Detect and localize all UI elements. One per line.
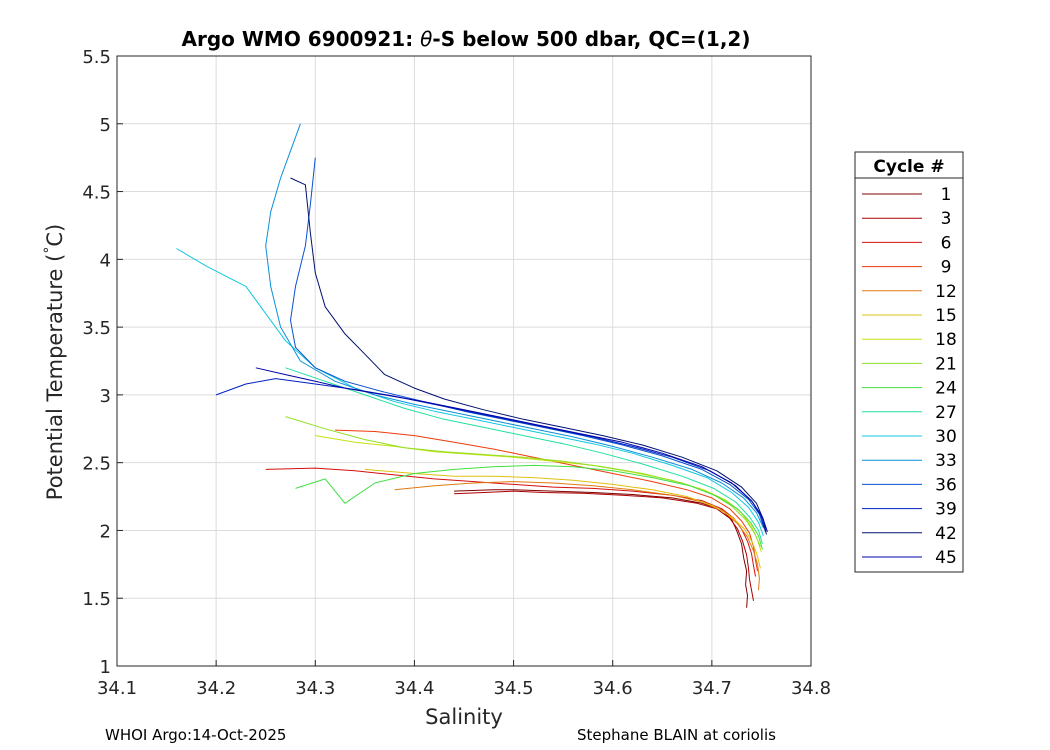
- legend-label-42: 42: [935, 524, 957, 544]
- series-line-cycle-9: [335, 429, 758, 572]
- series-line-cycle-12: [394, 481, 760, 591]
- legend-label-45: 45: [935, 548, 957, 568]
- legend-label-39: 39: [935, 500, 957, 520]
- y-tick-label: 1: [100, 657, 111, 678]
- series-line-cycle-42: [290, 177, 767, 535]
- legend-label-1: 1: [941, 185, 952, 205]
- footer-right-text: Stephane BLAIN at coriolis: [577, 726, 776, 744]
- y-tick-label: 4: [100, 250, 111, 271]
- footer-left-text: WHOI Argo:14-Oct-2025: [105, 726, 287, 744]
- x-tick-label: 34.8: [791, 678, 831, 699]
- chart-title: Argo WMO 6900921: θ-S below 500 dbar, QC…: [182, 27, 751, 51]
- legend-label-21: 21: [935, 354, 957, 374]
- y-axis-label: Potential Temperature (°C): [42, 224, 67, 500]
- legend-title: Cycle #: [873, 157, 944, 177]
- series-line-cycle-45: [255, 367, 768, 532]
- legend-label-15: 15: [935, 306, 957, 326]
- legend-label-12: 12: [935, 282, 957, 302]
- series-line-cycle-24: [295, 464, 763, 550]
- y-tick-label: 4.5: [82, 183, 111, 204]
- legend-label-33: 33: [935, 451, 957, 471]
- axis-ticks: 34.1 34.2 34.3 34.4 34.5 34.6 34.7 34.811.522.5…: [82, 47, 831, 699]
- legend-label-18: 18: [935, 330, 957, 350]
- x-tick-label: 34.5: [494, 678, 534, 699]
- x-tick-label: 34.3: [295, 678, 335, 699]
- x-tick-label: 34.6: [593, 678, 633, 699]
- y-tick-label: 5.5: [82, 47, 111, 68]
- legend-box: [854, 151, 964, 573]
- legend-label-27: 27: [935, 403, 957, 423]
- x-tick-label: 34.2: [196, 678, 236, 699]
- series-line-cycle-6: [265, 467, 756, 577]
- x-axis-label: Salinity: [425, 705, 503, 729]
- legend-label-6: 6: [941, 233, 952, 253]
- legend-label-36: 36: [935, 475, 957, 495]
- y-tick-label: 2: [100, 521, 111, 542]
- y-tick-label: 1.5: [82, 589, 111, 610]
- plot-frame: [116, 55, 812, 667]
- series-line-cycle-15: [364, 468, 761, 569]
- y-tick-label: 2.5: [82, 454, 111, 475]
- x-tick-label: 34.1: [97, 678, 137, 699]
- y-tick-label: 3: [100, 386, 111, 407]
- y-tick-label: 3.5: [82, 318, 111, 339]
- x-tick-label: 34.7: [692, 678, 732, 699]
- series-lines: [176, 123, 768, 608]
- x-tick-label: 34.4: [394, 678, 434, 699]
- series-line-cycle-21: [285, 416, 761, 547]
- legend-label-30: 30: [935, 427, 957, 447]
- series-line-cycle-33: [265, 123, 764, 528]
- legend-label-9: 9: [941, 258, 952, 278]
- y-tick-label: 5: [100, 115, 111, 136]
- series-line-cycle-30: [176, 248, 764, 537]
- series-line-cycle-27: [285, 367, 763, 545]
- legend-label-3: 3: [941, 209, 952, 229]
- legend-label-24: 24: [935, 379, 957, 399]
- series-line-cycle-36: [290, 157, 765, 530]
